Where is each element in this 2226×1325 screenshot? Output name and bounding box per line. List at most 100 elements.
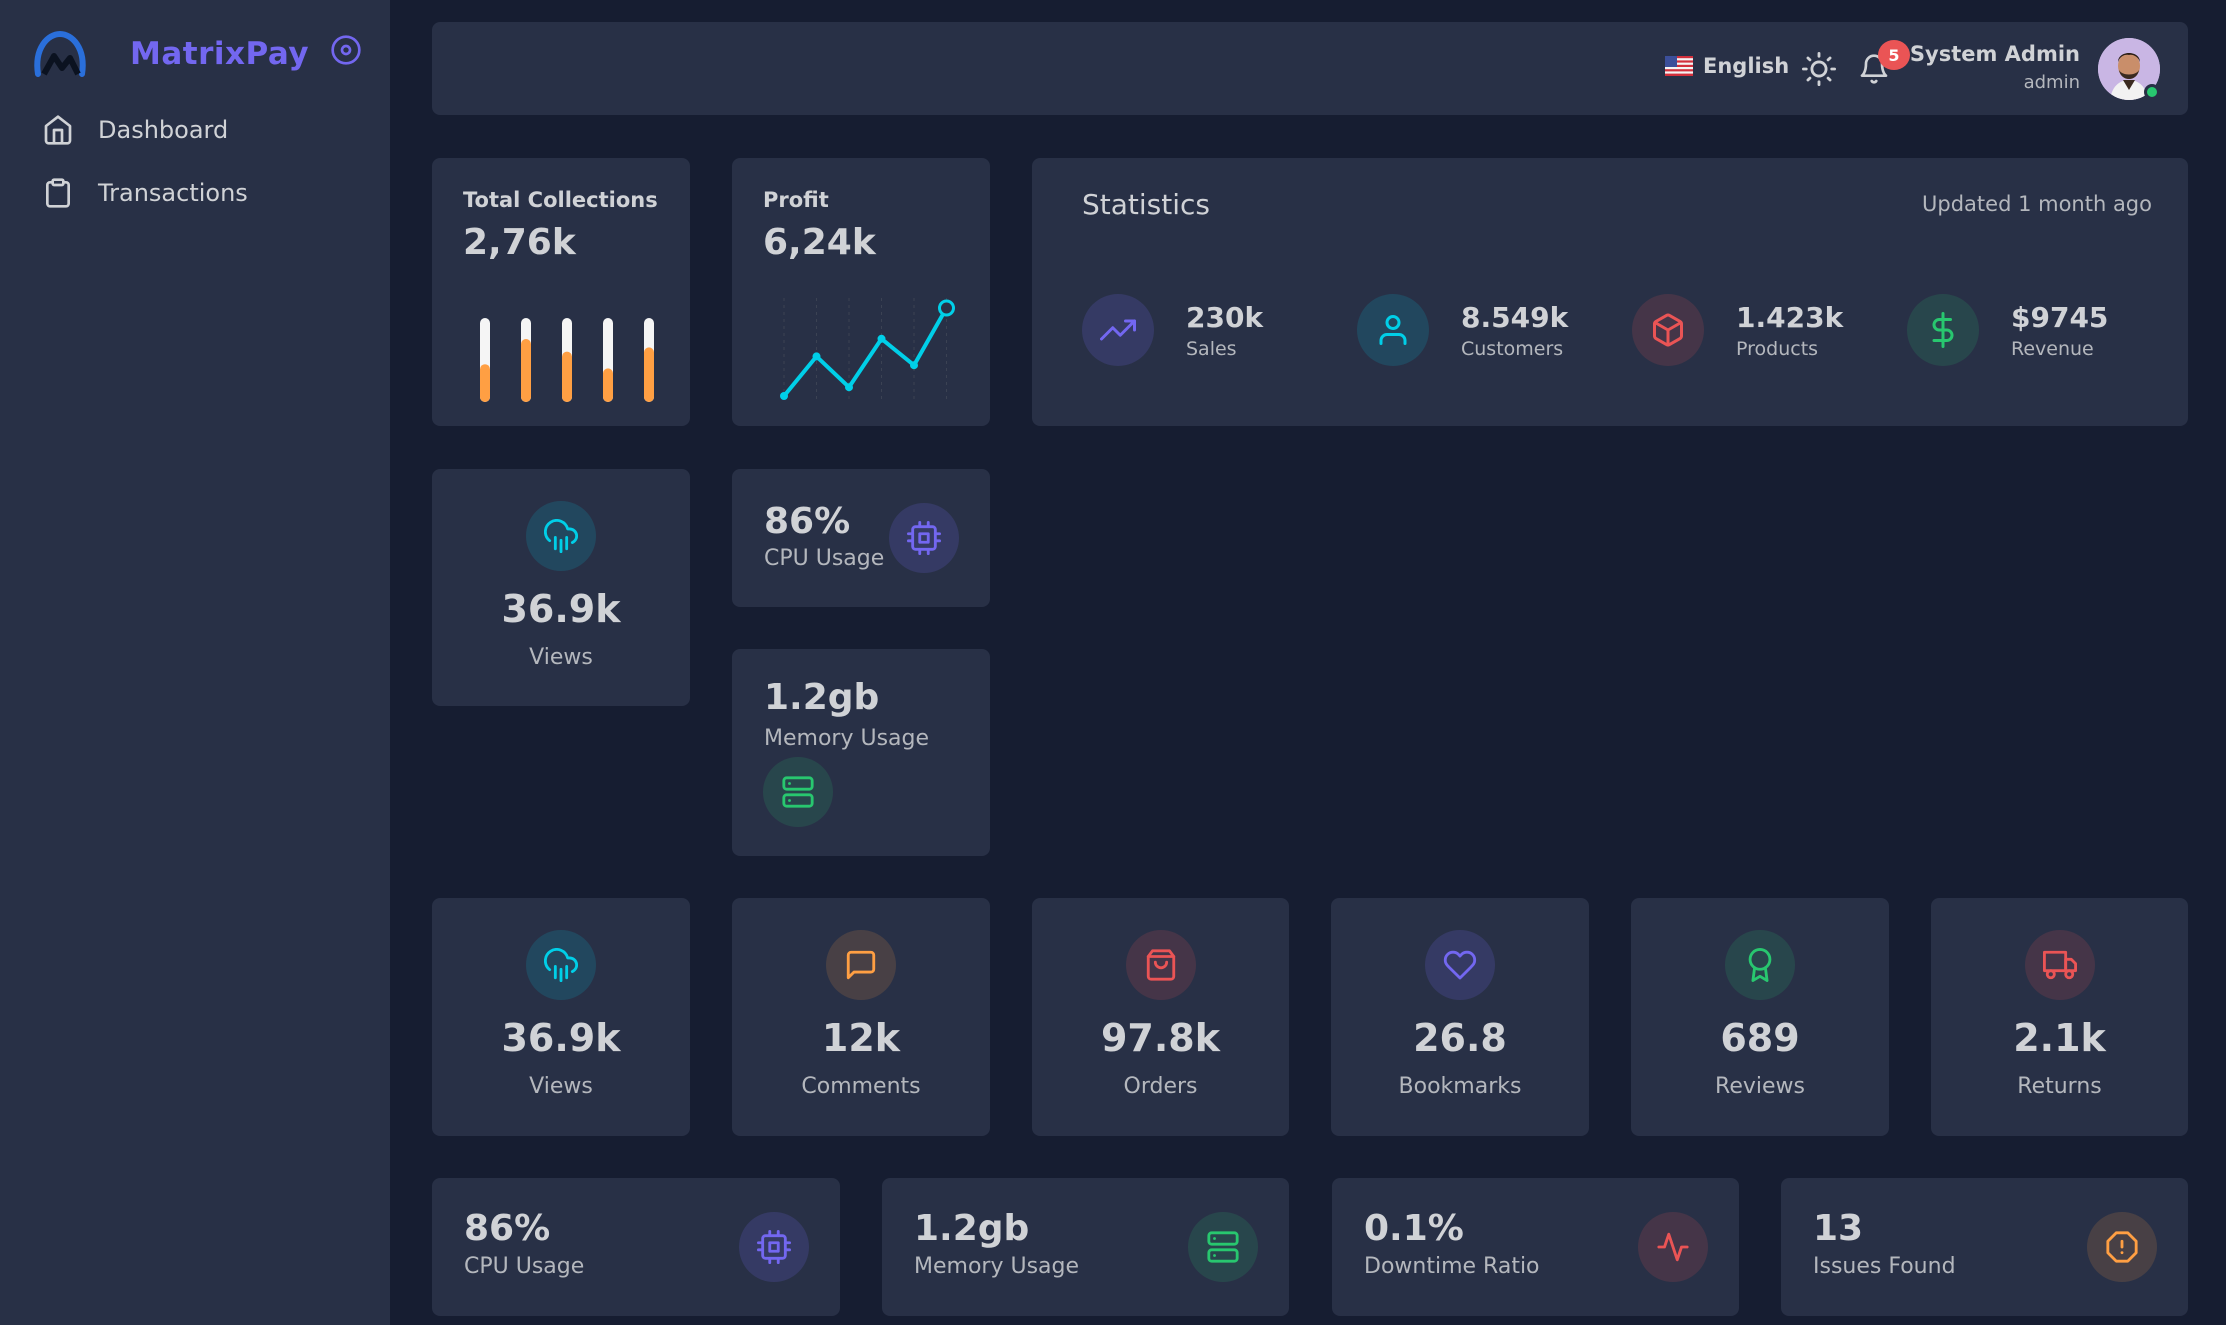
metric-comments-card: 12k Comments	[732, 898, 990, 1136]
language-label: English	[1703, 54, 1790, 78]
card-value: 36.9k	[501, 587, 621, 631]
stat-products: 1.423k Products	[1632, 294, 1843, 366]
collection-bar	[521, 339, 531, 402]
trending-up-icon	[1100, 319, 1136, 341]
card-label: Views	[529, 1074, 593, 1099]
profit-line	[782, 307, 949, 398]
alert-octagon-icon	[2106, 1231, 2138, 1263]
stat-value: 1.423k	[1736, 300, 1844, 334]
user-name: System Admin	[1909, 42, 2080, 66]
total-collections-card: Total Collections 2,76k	[432, 158, 690, 426]
card-value: 13	[1813, 1208, 1864, 1249]
stat-value: 8.549k	[1461, 300, 1569, 334]
card-label: Bookmarks	[1398, 1074, 1522, 1099]
statistics-card: Statistics Updated 1 month ago 230k Sale…	[1032, 158, 2188, 426]
us-flag-icon	[1665, 56, 1693, 76]
user-icon	[1379, 315, 1407, 345]
sidebar: MatrixPay Dashboard Transactions	[0, 0, 390, 1325]
top-navbar: English 5 System Admin admin	[432, 22, 2188, 115]
sidebar-item-transactions[interactable]: Transactions	[42, 177, 248, 209]
card-label: Memory Usage	[764, 726, 930, 751]
truck-icon	[2043, 950, 2077, 980]
collection-bar	[603, 368, 613, 402]
system-memory-card: 1.2gb Memory Usage	[882, 1178, 1289, 1316]
card-label: Total Collections	[463, 188, 658, 212]
statistics-title: Statistics	[1082, 188, 1210, 221]
memory-usage-small-card: 1.2gb Memory Usage	[732, 649, 990, 856]
metric-returns-card: 2.1k Returns	[1931, 898, 2188, 1136]
stat-customers: 8.549k Customers	[1357, 294, 1568, 366]
sidebar-toggle-icon[interactable]	[330, 34, 362, 66]
card-value: 97.8k	[1100, 1016, 1221, 1060]
card-value: 86%	[764, 501, 851, 542]
card-value: 26.8	[1413, 1016, 1507, 1060]
bell-icon	[1860, 54, 1888, 84]
sidebar-item-label: Dashboard	[98, 116, 229, 144]
shopping-bag-icon	[1146, 949, 1176, 981]
statistics-updated: Updated 1 month ago	[1922, 192, 2152, 216]
collection-bar	[644, 347, 654, 402]
server-icon	[782, 776, 814, 808]
card-value: 86%	[464, 1208, 551, 1249]
brand[interactable]: MatrixPay	[32, 28, 372, 80]
online-status-dot	[2144, 84, 2160, 100]
notifications-button[interactable]: 5	[1858, 40, 1910, 86]
stat-value: 230k	[1186, 300, 1264, 334]
sidebar-item-label: Transactions	[98, 179, 248, 207]
metric-reviews-card: 689 Reviews	[1631, 898, 1889, 1136]
server-icon	[1207, 1231, 1239, 1263]
notification-badge: 5	[1878, 40, 1910, 70]
metric-views-card: 36.9k Views	[432, 898, 690, 1136]
stat-value: $9745	[2011, 300, 2109, 334]
card-value: 36.9k	[501, 1016, 621, 1060]
card-label: Returns	[2017, 1074, 2102, 1099]
profit-line-chart	[780, 298, 955, 400]
views-card: 36.9k Views	[432, 469, 690, 706]
stat-label: Products	[1736, 337, 1819, 360]
card-value: 1.2gb	[914, 1208, 1030, 1249]
card-label: Profit	[763, 188, 829, 212]
card-label: Views	[529, 645, 593, 670]
collections-bar-chart	[480, 318, 654, 402]
language-selector[interactable]: English	[1665, 54, 1789, 78]
dollar-icon	[1932, 312, 1954, 348]
avatar[interactable]	[2098, 38, 2160, 100]
card-label: Orders	[1123, 1074, 1198, 1099]
activity-icon	[1657, 1232, 1689, 1262]
collection-bar	[480, 364, 490, 402]
cloud-rain-icon	[544, 519, 578, 553]
sun-icon[interactable]	[1802, 52, 1836, 86]
profit-point	[910, 361, 918, 370]
card-value: 2,76k	[463, 222, 576, 263]
card-label: Reviews	[1715, 1074, 1805, 1099]
profit-card: Profit 6,24k	[732, 158, 990, 426]
card-value: 6,24k	[763, 222, 876, 263]
cloud-rain-icon	[544, 948, 578, 982]
card-label: Memory Usage	[914, 1254, 1080, 1279]
home-icon	[44, 115, 72, 145]
system-downtime-card: 0.1% Downtime Ratio	[1332, 1178, 1739, 1316]
heart-icon	[1443, 950, 1477, 980]
card-label: Comments	[801, 1074, 921, 1099]
profit-point	[780, 392, 788, 400]
stat-label: Sales	[1186, 337, 1237, 360]
metric-orders-card: 97.8k Orders	[1032, 898, 1289, 1136]
system-issues-card: 13 Issues Found	[1781, 1178, 2188, 1316]
collection-bar	[562, 351, 572, 402]
cpu-icon	[907, 521, 941, 555]
card-label: CPU Usage	[464, 1254, 585, 1279]
card-label: Issues Found	[1813, 1254, 1956, 1279]
metric-bookmarks-card: 26.8 Bookmarks	[1331, 898, 1589, 1136]
card-value: 0.1%	[1364, 1208, 1464, 1249]
cpu-icon	[757, 1230, 791, 1264]
brand-logo-icon	[34, 30, 86, 77]
sidebar-item-dashboard[interactable]: Dashboard	[42, 114, 228, 146]
card-label: CPU Usage	[764, 546, 885, 571]
cpu-usage-small-card: 86% CPU Usage	[732, 469, 990, 607]
profit-point	[877, 334, 886, 343]
profit-point	[938, 299, 955, 317]
system-cpu-card: 86% CPU Usage	[432, 1178, 840, 1316]
message-square-icon	[846, 950, 876, 980]
award-icon	[1748, 948, 1772, 982]
stat-label: Revenue	[2011, 337, 2094, 360]
